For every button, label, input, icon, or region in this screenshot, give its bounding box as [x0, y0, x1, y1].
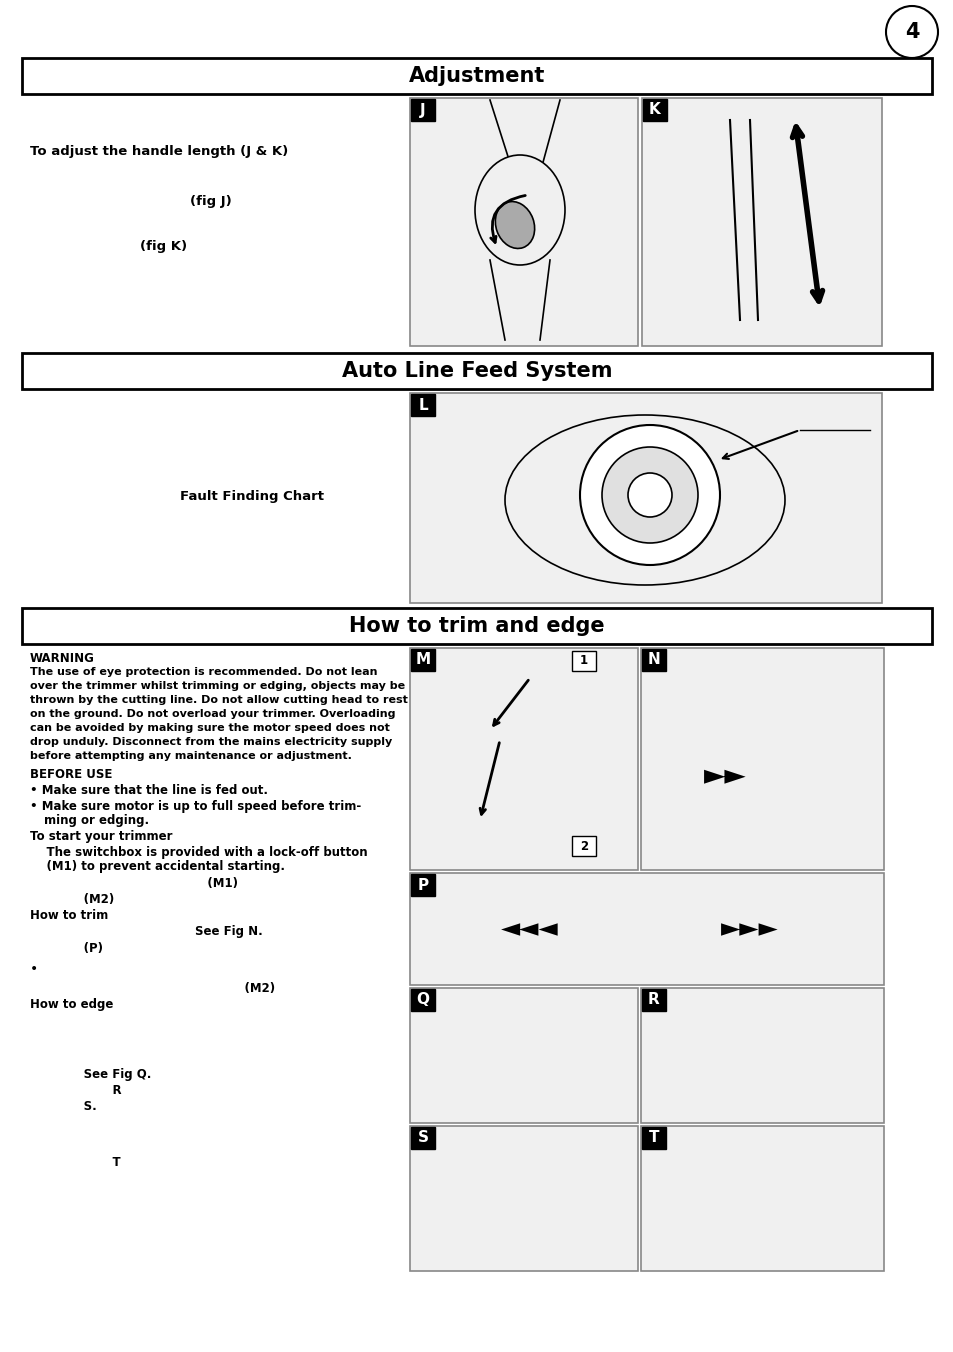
Text: (M1): (M1) — [30, 877, 237, 890]
Bar — [411, 1128, 435, 1149]
Bar — [640, 648, 883, 869]
Bar — [22, 353, 931, 389]
Circle shape — [601, 448, 698, 544]
Bar — [411, 99, 435, 120]
Circle shape — [579, 425, 720, 565]
Text: •: • — [30, 963, 38, 976]
Bar — [572, 652, 596, 671]
Text: The switchbox is provided with a lock-off button: The switchbox is provided with a lock-of… — [30, 846, 367, 859]
Bar — [22, 608, 931, 644]
Text: S.: S. — [30, 1101, 96, 1113]
Text: 2: 2 — [579, 840, 587, 853]
Text: drop unduly. Disconnect from the mains electricity supply: drop unduly. Disconnect from the mains e… — [30, 737, 392, 748]
Text: (fig J): (fig J) — [190, 195, 232, 208]
Text: • Make sure motor is up to full speed before trim-: • Make sure motor is up to full speed be… — [30, 800, 361, 813]
Text: To start your trimmer: To start your trimmer — [30, 830, 172, 844]
Bar — [410, 1126, 638, 1271]
Text: T: T — [648, 1130, 659, 1145]
Text: How to edge: How to edge — [30, 998, 113, 1011]
Text: Adjustment: Adjustment — [409, 66, 544, 87]
Text: 4: 4 — [903, 22, 919, 42]
Bar — [410, 97, 638, 346]
Bar — [642, 99, 666, 120]
Text: (M2): (M2) — [30, 894, 114, 906]
Text: K: K — [648, 103, 660, 118]
Text: ming or edging.: ming or edging. — [44, 814, 149, 827]
Bar — [641, 1128, 665, 1149]
Bar — [641, 990, 665, 1011]
Bar — [411, 649, 435, 671]
Bar — [410, 988, 638, 1124]
Text: thrown by the cutting line. Do not allow cutting head to rest: thrown by the cutting line. Do not allow… — [30, 695, 408, 704]
Text: J: J — [419, 103, 425, 118]
Circle shape — [627, 473, 671, 516]
Text: S: S — [417, 1130, 428, 1145]
Text: Q: Q — [416, 992, 429, 1007]
Bar — [572, 836, 596, 856]
Circle shape — [885, 5, 937, 58]
Text: ◄◄◄: ◄◄◄ — [500, 917, 558, 941]
Text: ►►►: ►►► — [720, 917, 778, 941]
Text: Auto Line Feed System: Auto Line Feed System — [341, 361, 612, 381]
Text: See Fig Q.: See Fig Q. — [30, 1068, 152, 1082]
Text: can be avoided by making sure the motor speed does not: can be avoided by making sure the motor … — [30, 723, 390, 733]
Text: P: P — [417, 877, 428, 892]
Bar — [410, 873, 883, 986]
Text: How to trim and edge: How to trim and edge — [349, 617, 604, 635]
Text: (M2): (M2) — [30, 982, 274, 995]
Ellipse shape — [475, 155, 564, 265]
Text: Fault Finding Chart: Fault Finding Chart — [180, 489, 324, 503]
Text: ►►: ►► — [703, 761, 745, 790]
Text: R: R — [30, 1084, 121, 1096]
Text: over the trimmer whilst trimming or edging, objects may be: over the trimmer whilst trimming or edgi… — [30, 681, 405, 691]
Ellipse shape — [504, 415, 784, 585]
Text: R: R — [647, 992, 659, 1007]
Text: T: T — [30, 1156, 120, 1169]
Text: To adjust the handle length (J & K): To adjust the handle length (J & K) — [30, 145, 288, 158]
Bar — [411, 393, 435, 416]
Bar — [22, 58, 931, 95]
Bar — [641, 97, 882, 346]
Text: M: M — [415, 653, 430, 668]
Text: BEFORE USE: BEFORE USE — [30, 768, 112, 781]
Text: (P): (P) — [30, 942, 103, 955]
Text: How to trim: How to trim — [30, 909, 108, 922]
Text: The use of eye protection is recommended. Do not lean: The use of eye protection is recommended… — [30, 667, 377, 677]
Bar — [641, 649, 665, 671]
Bar — [640, 1126, 883, 1271]
Text: (fig K): (fig K) — [140, 241, 187, 253]
Text: before attempting any maintenance or adjustment.: before attempting any maintenance or adj… — [30, 750, 352, 761]
Text: N: N — [647, 653, 659, 668]
Text: (M1) to prevent accidental starting.: (M1) to prevent accidental starting. — [30, 860, 285, 873]
Text: See Fig N.: See Fig N. — [30, 925, 262, 938]
Bar — [640, 988, 883, 1124]
Bar — [411, 873, 435, 896]
Text: 1: 1 — [579, 654, 587, 668]
Text: L: L — [417, 397, 427, 412]
Text: • Make sure that the line is fed out.: • Make sure that the line is fed out. — [30, 784, 268, 796]
Text: on the ground. Do not overload your trimmer. Overloading: on the ground. Do not overload your trim… — [30, 708, 395, 719]
Bar — [410, 393, 882, 603]
Text: WARNING: WARNING — [30, 652, 94, 665]
Bar — [411, 990, 435, 1011]
Ellipse shape — [495, 201, 534, 249]
Bar — [410, 648, 638, 869]
